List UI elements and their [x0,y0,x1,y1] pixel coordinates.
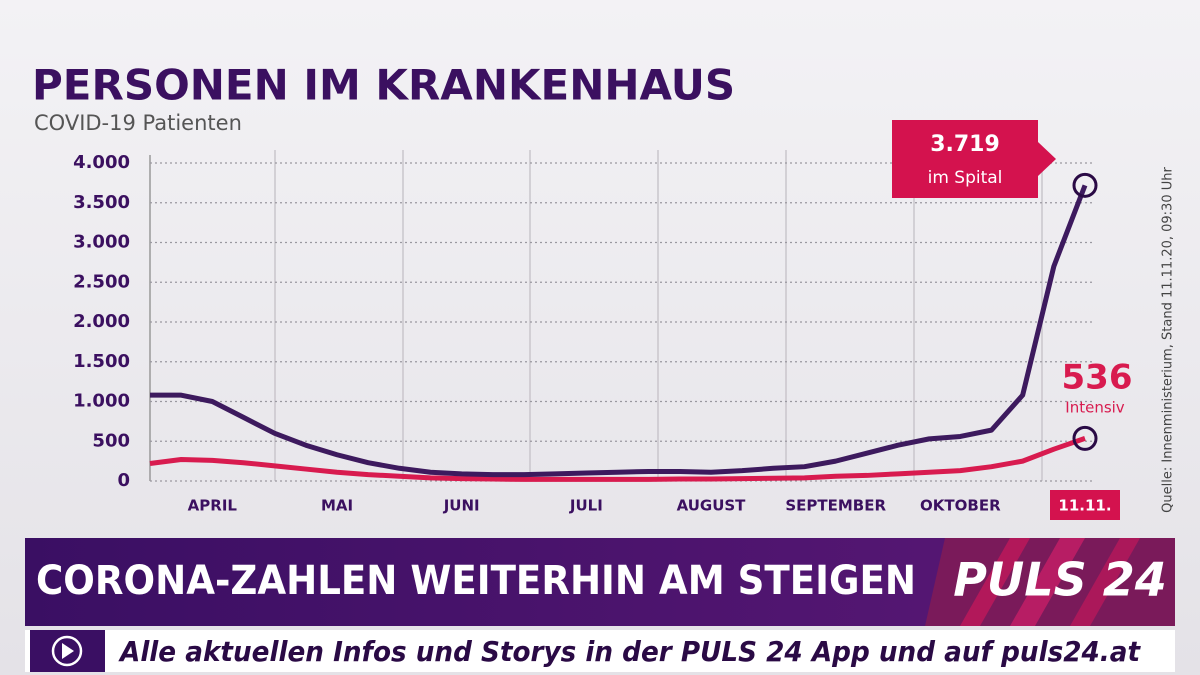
logo-stripe [1070,538,1140,626]
play-icon [62,643,74,659]
value-label: 536 [1062,358,1133,398]
y-tick-label: 1.500 [73,351,130,372]
x-tick-label: MAI [321,497,353,515]
headline: CORONA-ZAHLEN WEITERHIN AM STEIGEN [36,558,916,604]
plot-area: 0 500 1.000 1.500 2.000 2.500 3.000 3.500 4.000 A… [73,120,1132,520]
series-label: Intensiv [1065,399,1125,417]
x-tick-label: AUGUST [677,497,747,515]
end-marker [1072,425,1098,451]
series-label: im Spital [928,168,1003,188]
y-tick-label: 1.000 [73,391,130,412]
callout-arrow [1038,142,1056,176]
x-tick-label: APRIL [188,497,238,515]
play-icon [51,635,83,667]
y-tick-label: 500 [92,430,130,451]
end-marker [1072,172,1098,198]
y-tick-label: 4.000 [73,152,130,173]
y-tick-label: 2.000 [73,311,130,332]
y-tick-label: 2.500 [73,271,130,292]
chart-subtitle: COVID-19 Patienten [34,111,242,135]
callout-box [892,120,1038,198]
y-tick-label: 0 [117,470,130,491]
logo-stripe [1010,538,1085,626]
y-tick-label: 3.500 [73,192,130,213]
ticker-bar [25,630,1175,672]
x-tick-label: JUNI [443,497,480,515]
x-highlight [1050,490,1120,520]
x-tick-label: JULI [569,497,603,515]
logo: PULS 24 [953,553,1167,607]
logo-stripe [960,538,1030,626]
value-label: 3.719 [930,132,1000,157]
series-line [150,184,1088,478]
chart-title: PERSONEN IM KRANKENHAUS [32,61,735,110]
x-tick-label: OKTOBER [920,497,1001,515]
x-tick-label: SEPTEMBER [785,497,886,515]
y-tick-label: 3.000 [73,232,130,253]
source-note: Quelle: Innenministerium, Stand 11.11.20… [1161,167,1176,513]
x-tick-label: 11.11. [1058,497,1111,515]
series-line [149,436,1086,482]
ticker-text: Alle aktuellen Infos und Storys in der P… [118,635,1141,668]
